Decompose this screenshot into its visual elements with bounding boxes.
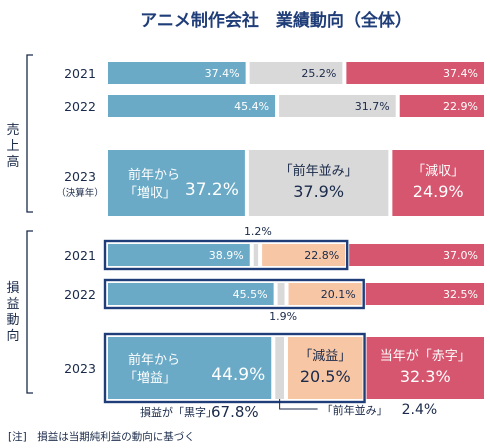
group-label-char: 高 <box>6 154 19 170</box>
bar-segment-up <box>108 62 246 84</box>
year-label: 2022 <box>64 99 96 114</box>
bar-segment-flat <box>253 244 259 266</box>
leader-line <box>279 399 318 410</box>
year-label: 2021 <box>64 248 96 263</box>
bar-segment-down <box>346 62 484 84</box>
bar-segment-neg <box>288 283 362 305</box>
year-note: （決算年） <box>56 187 104 199</box>
bar-segment-up <box>108 95 276 117</box>
data-label: 2.4% <box>402 402 438 418</box>
segment-caption: 前年から <box>128 167 180 183</box>
data-label: 20.5% <box>300 367 351 386</box>
data-label: 45.4% <box>234 100 269 113</box>
year-label: 2022 <box>64 287 96 302</box>
bar-segment-neg <box>262 244 346 266</box>
data-label: 38.9% <box>209 249 244 262</box>
profit-total-value: 67.8% <box>211 403 259 421</box>
group-label-char: 損 <box>6 281 19 296</box>
segment-caption: 当年が「赤字」 <box>380 349 471 364</box>
segment-caption: 前年から <box>128 352 180 368</box>
data-label: 31.7% <box>355 100 390 113</box>
segment-caption: 「前年並み」 <box>322 403 388 417</box>
data-label: 22.8% <box>304 249 339 262</box>
data-label: 32.5% <box>443 288 478 301</box>
group-label-char: 上 <box>6 139 19 154</box>
data-label: 45.5% <box>233 288 268 301</box>
data-label: 37.2% <box>185 180 239 200</box>
group-label-char: 益 <box>6 297 19 312</box>
data-label: 37.4% <box>205 67 240 80</box>
data-label: 25.2% <box>301 67 336 80</box>
data-label: 37.4% <box>443 67 478 80</box>
chart-title: アニメ制作会社 業績動向（全体） <box>140 10 412 31</box>
bar-segment-down <box>392 150 484 216</box>
bar-segment-up <box>108 283 274 305</box>
year-label: 2023 <box>64 169 96 184</box>
data-label: 1.9% <box>269 310 297 323</box>
profit-highlight-box <box>103 239 349 271</box>
group-label-char: 売 <box>6 122 19 138</box>
segment-caption: 「前年並み」 <box>280 163 358 179</box>
bar-segment-flat <box>275 337 284 399</box>
data-label: 44.9% <box>211 365 265 385</box>
bar-segment-down <box>399 95 484 117</box>
group-label-char: 向 <box>6 328 19 344</box>
year-label: 2021 <box>64 66 96 81</box>
group-label-char: 動 <box>6 313 19 328</box>
bar-segment-down <box>349 244 484 266</box>
segment-caption: 「減収」 <box>412 163 464 179</box>
data-label: 22.9% <box>443 100 478 113</box>
segment-caption: 「減益」 <box>299 348 351 364</box>
bar-segment-up <box>108 337 272 399</box>
bar-segment-up <box>108 244 250 266</box>
data-label: 32.3% <box>400 367 451 386</box>
group-bracket <box>26 230 33 394</box>
profit-total-label: 損益が「黒字」 <box>140 405 217 419</box>
bar-segment-down <box>365 283 484 305</box>
year-label: 2023 <box>64 361 96 376</box>
bar-segment-flat <box>249 62 343 84</box>
bar-segment-flat <box>248 150 389 216</box>
segment-caption: 「増収」 <box>124 186 176 201</box>
bar-segment-down <box>366 337 484 399</box>
segment-caption: 「増益」 <box>124 371 176 386</box>
footnote: [注] 損益は当期純利益の動向に基づく <box>8 430 195 443</box>
data-label: 24.9% <box>413 182 464 201</box>
data-label: 1.2% <box>244 225 272 238</box>
bar-segment-flat <box>279 95 396 117</box>
data-label: 20.1% <box>321 288 356 301</box>
data-label: 37.9% <box>293 182 344 201</box>
group-bracket <box>26 54 33 213</box>
profit-highlight-box <box>103 332 366 404</box>
bar-segment-up <box>108 150 245 216</box>
bar-segment-flat <box>277 283 285 305</box>
profit-highlight-box <box>103 278 365 310</box>
data-label: 37.0% <box>443 249 478 262</box>
bar-segment-neg <box>288 337 363 399</box>
